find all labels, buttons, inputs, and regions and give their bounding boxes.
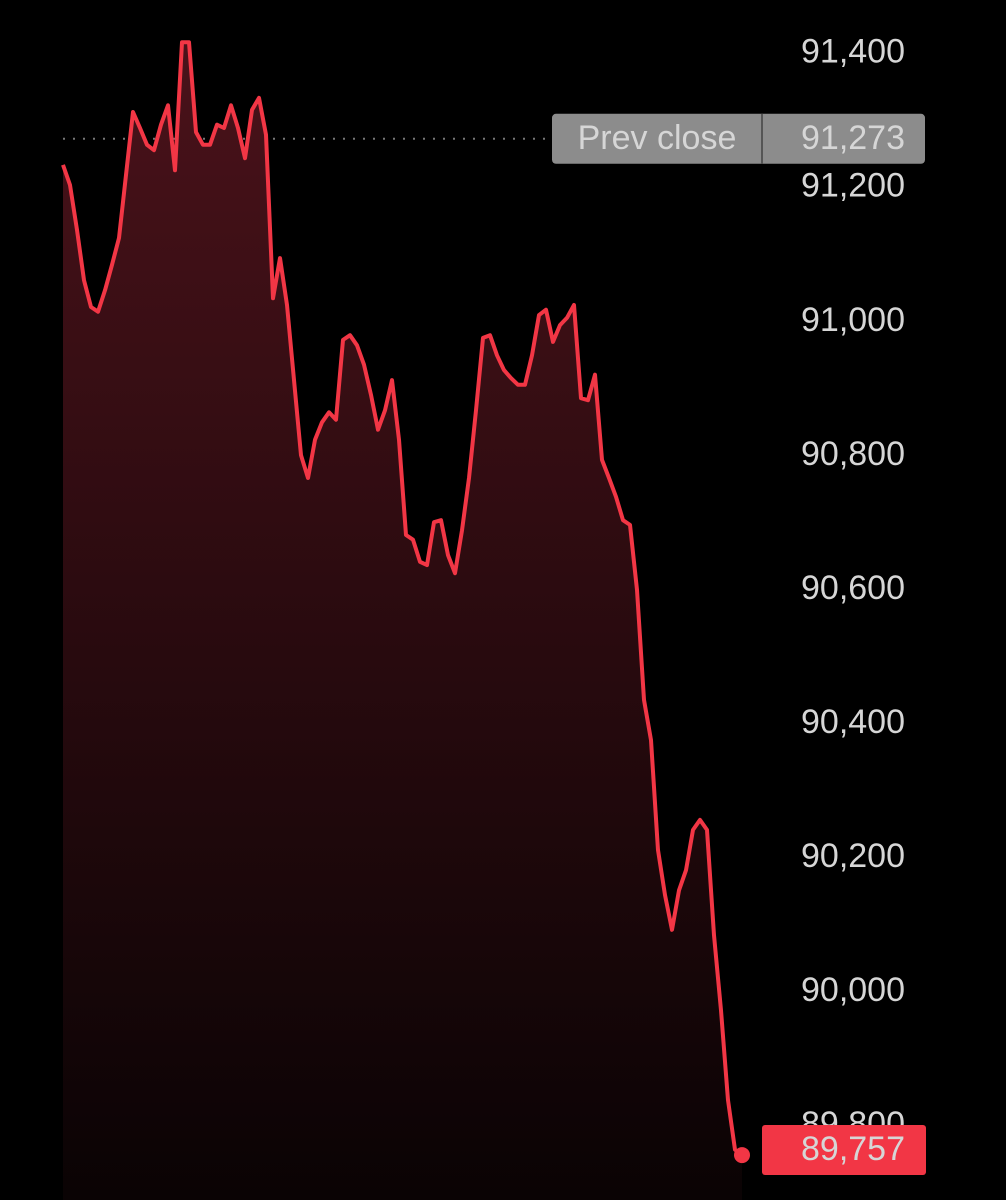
area-fill [63,42,742,1200]
y-tick-label: 90,600 [801,569,905,607]
prev-close-badge [552,113,925,164]
y-tick-label: 91,400 [801,33,905,71]
last-price-label: 89,757 [801,1130,905,1168]
y-tick-label: 90,000 [801,971,905,1009]
y-tick-label: 91,000 [801,301,905,339]
prev-close-value: 91,273 [801,119,905,157]
prev-close-name: Prev close [578,119,737,157]
y-tick-label: 91,200 [801,167,905,205]
last-price-dot [734,1147,750,1164]
price-line [61,40,744,1157]
y-tick-label: 90,200 [801,837,905,875]
last-price-badge [762,1125,926,1175]
y-tick-label: 90,400 [801,703,905,741]
y-tick-label: 90,800 [801,435,905,473]
